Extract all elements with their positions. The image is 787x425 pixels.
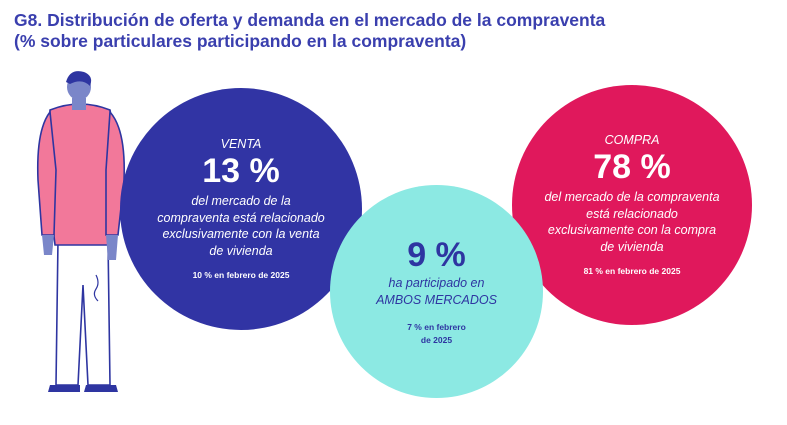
compra-desc-line: de vivienda [600, 239, 664, 254]
compra-category: COMPRA [604, 133, 660, 147]
compra-percentage: 78 % [593, 148, 671, 186]
ambos-desc-line: AMBOS MERCADOS [376, 292, 497, 307]
title-line-2: (% sobre particulares participando en la… [14, 31, 467, 51]
circle-compra: COMPRA 78 % del mercado de la compravent… [512, 85, 752, 325]
chart-title: G8. Distribución de oferta y demanda en … [14, 10, 714, 52]
venta-desc-line: de vivienda [209, 243, 273, 258]
venta-description: del mercado de la compraventa está relac… [157, 193, 324, 259]
circle-ambos: 9 % ha participado en AMBOS MERCADOS 7 %… [330, 185, 543, 398]
compra-desc-line: está relacionado [586, 206, 678, 221]
ambos-prev-line: 7 % en febrero [407, 321, 466, 332]
venta-desc-line: exclusivamente con la venta [162, 227, 320, 241]
venta-desc-line: compraventa está relacionado [157, 210, 325, 225]
ambos-description: ha participado en AMBOS MERCADOS [376, 275, 497, 309]
person-illustration [36, 71, 126, 392]
compra-description: del mercado de la compraventa está relac… [544, 189, 719, 255]
ambos-desc-line: ha participado en [388, 275, 485, 290]
venta-desc-line: del mercado de la [191, 194, 291, 208]
ambos-prev-line: de 2025 [420, 334, 453, 345]
compra-previous: 81 % en febrero de 2025 [583, 266, 681, 276]
compra-desc-line: exclusivamente con la compra [547, 223, 717, 237]
compra-desc-line: del mercado de la compraventa [544, 190, 720, 204]
venta-previous: 10 % en febrero de 2025 [192, 270, 290, 280]
title-line-1: G8. Distribución de oferta y demanda en … [14, 10, 606, 30]
venta-percentage: 13 % [202, 152, 280, 190]
ambos-percentage: 9 % [407, 235, 466, 274]
ambos-previous: 7 % en febrero de 2025 [407, 321, 466, 347]
circle-venta: VENTA 13 % del mercado de la compraventa… [120, 88, 362, 330]
venta-category: VENTA [220, 137, 262, 151]
